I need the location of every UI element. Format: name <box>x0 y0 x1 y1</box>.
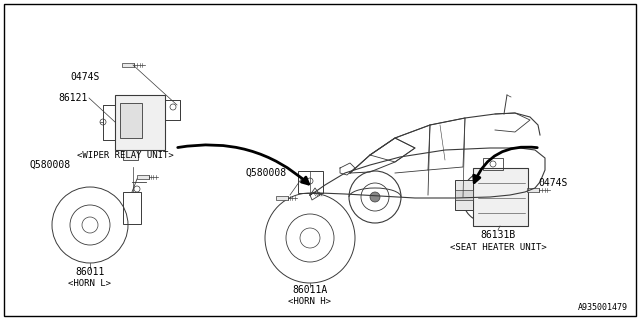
Text: Q580008: Q580008 <box>30 160 71 170</box>
Bar <box>115 95 165 150</box>
Bar <box>122 63 134 67</box>
Text: 0474S: 0474S <box>70 72 100 82</box>
Bar <box>276 196 287 200</box>
Bar <box>455 190 473 200</box>
Text: 86011: 86011 <box>76 267 105 277</box>
Bar <box>527 188 540 192</box>
Text: <SEAT HEATER UNIT>: <SEAT HEATER UNIT> <box>450 243 547 252</box>
Bar <box>165 100 180 120</box>
Bar <box>298 171 323 193</box>
Bar <box>483 158 503 170</box>
Circle shape <box>370 192 380 202</box>
Text: <HORN H>: <HORN H> <box>289 297 332 306</box>
Text: <WIPER RELAY UNIT>: <WIPER RELAY UNIT> <box>77 150 173 159</box>
Text: 0474S: 0474S <box>538 178 568 188</box>
Bar <box>473 168 528 226</box>
Bar <box>138 175 148 179</box>
Text: 86011A: 86011A <box>292 285 328 295</box>
Bar <box>120 103 142 138</box>
Text: A935001479: A935001479 <box>578 303 628 312</box>
Bar <box>123 192 141 224</box>
Bar <box>123 150 138 160</box>
Bar <box>455 180 473 210</box>
Text: 86121: 86121 <box>59 93 88 103</box>
Text: 86131B: 86131B <box>481 230 516 240</box>
Text: Q580008: Q580008 <box>245 168 286 178</box>
Text: <HORN L>: <HORN L> <box>68 278 111 287</box>
Circle shape <box>483 192 493 202</box>
